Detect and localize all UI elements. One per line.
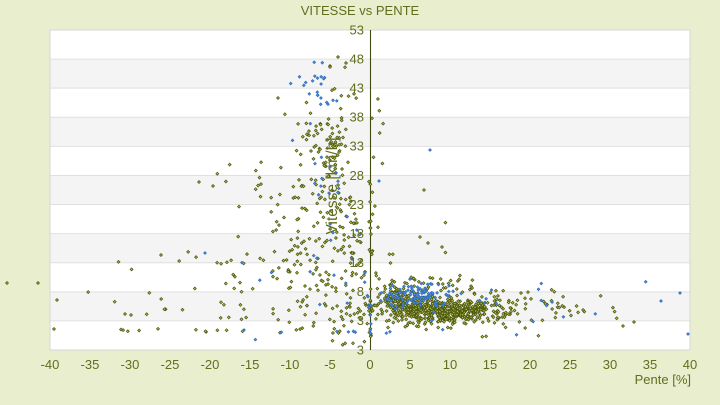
- svg-text:33: 33: [350, 139, 364, 154]
- svg-text:0: 0: [366, 357, 373, 372]
- svg-text:28: 28: [350, 168, 364, 183]
- svg-text:18: 18: [350, 226, 364, 241]
- svg-text:3: 3: [357, 313, 364, 328]
- svg-text:8: 8: [357, 284, 364, 299]
- svg-text:30: 30: [603, 357, 617, 372]
- svg-text:-5: -5: [324, 357, 336, 372]
- svg-text:38: 38: [350, 110, 364, 125]
- svg-text:35: 35: [643, 357, 657, 372]
- svg-text:-15: -15: [241, 357, 260, 372]
- svg-text:VITESSE vs PENTE: VITESSE vs PENTE: [301, 3, 420, 18]
- svg-text:13: 13: [350, 255, 364, 270]
- svg-text:5: 5: [406, 357, 413, 372]
- svg-text:-35: -35: [81, 357, 100, 372]
- svg-text:-20: -20: [201, 357, 220, 372]
- svg-text:3: 3: [357, 342, 364, 357]
- svg-text:43: 43: [350, 80, 364, 95]
- svg-text:15: 15: [483, 357, 497, 372]
- svg-text:-40: -40: [41, 357, 60, 372]
- svg-text:Vitesse [km/h]: Vitesse [km/h]: [324, 137, 341, 234]
- svg-text:25: 25: [563, 357, 577, 372]
- svg-text:-10: -10: [281, 357, 300, 372]
- svg-text:10: 10: [443, 357, 457, 372]
- svg-text:48: 48: [350, 51, 364, 66]
- svg-text:53: 53: [350, 22, 364, 37]
- svg-text:20: 20: [523, 357, 537, 372]
- svg-text:23: 23: [350, 197, 364, 212]
- svg-text:Pente [%]: Pente [%]: [635, 372, 691, 387]
- svg-text:-30: -30: [121, 357, 140, 372]
- svg-text:40: 40: [683, 357, 697, 372]
- svg-text:-25: -25: [161, 357, 180, 372]
